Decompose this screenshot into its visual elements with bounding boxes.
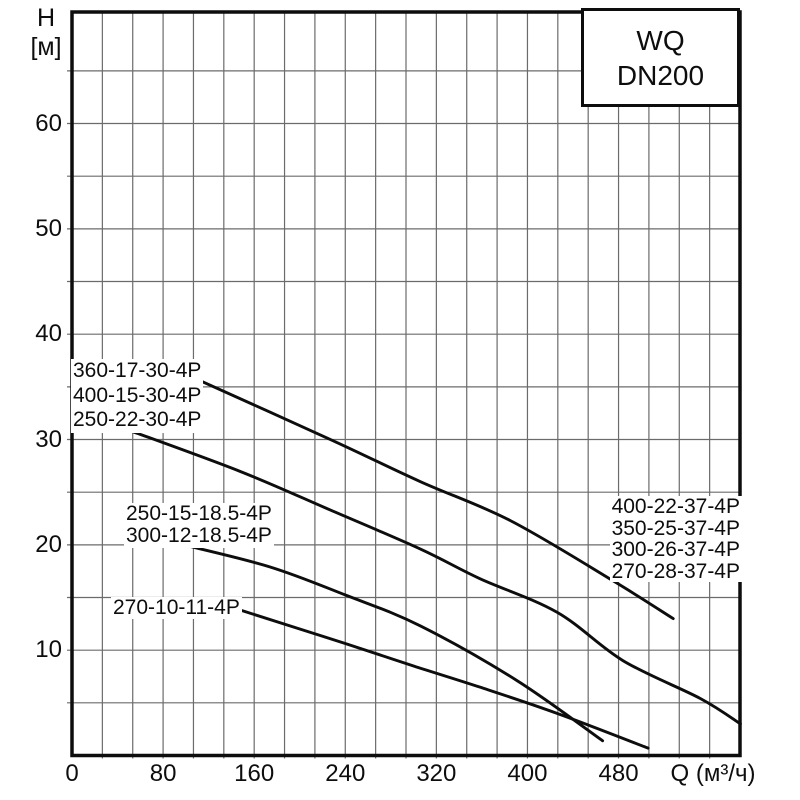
y-tick-label: 10 bbox=[35, 636, 62, 664]
x-tick-label: 160 bbox=[234, 760, 275, 787]
x-tick-label: 400 bbox=[507, 760, 548, 787]
curve-labels-37kw: 400-22-37-4P 350-25-37-4P 300-26-37-4P 270-… bbox=[606, 495, 742, 583]
y-tick-label: 50 bbox=[35, 214, 62, 242]
x-tick-label: 240 bbox=[325, 760, 366, 787]
x-axis-unit-label: Q (м³/ч) bbox=[670, 760, 756, 787]
curve-label: 270-10-11-4P bbox=[111, 596, 242, 619]
curve-label: 300-12-18.5-4P bbox=[124, 524, 274, 548]
y-tick-label: 20 bbox=[35, 530, 62, 558]
curve-label: 350-25-37-4P bbox=[609, 516, 742, 540]
pump-curve bbox=[124, 427, 742, 726]
y-tick-label: 60 bbox=[35, 109, 62, 137]
y-axis-title-symbol: H bbox=[36, 4, 56, 32]
y-tick-label: 40 bbox=[35, 320, 62, 348]
series-title-box: WQ DN200 bbox=[581, 8, 740, 107]
x-tick-label: 0 bbox=[65, 760, 79, 787]
pump-curve bbox=[182, 543, 605, 743]
series-title-line2: DN200 bbox=[616, 59, 705, 91]
x-tick-label: 480 bbox=[598, 760, 639, 787]
curve-label: 360-17-30-4P bbox=[71, 359, 204, 384]
curve-label: 250-15-18.5-4P bbox=[124, 502, 274, 526]
curve-label: 270-28-37-4P bbox=[609, 559, 742, 583]
series-title-line1: WQ bbox=[636, 24, 685, 56]
curve-label: 250-22-30-4P bbox=[71, 408, 204, 433]
x-tick-label: 320 bbox=[416, 760, 457, 787]
curve-labels-30kw: 360-17-30-4P 400-15-30-4P 250-22-30-4P bbox=[71, 359, 204, 433]
x-tick-label: 80 bbox=[149, 760, 177, 787]
curve-label: 400-22-37-4P bbox=[609, 495, 742, 518]
curve-labels-18-5kw: 250-15-18.5-4P 300-12-18.5-4P bbox=[124, 502, 274, 548]
pump-curve bbox=[239, 608, 650, 750]
y-axis-title-unit: [м] bbox=[30, 33, 62, 61]
y-tick-label: 30 bbox=[35, 425, 62, 453]
y-axis-title: H [м] bbox=[18, 4, 74, 62]
curve-labels-11kw: 270-10-11-4P bbox=[111, 596, 242, 619]
curve-label: 300-26-37-4P bbox=[609, 538, 742, 562]
curve-label: 400-15-30-4P bbox=[71, 383, 204, 409]
